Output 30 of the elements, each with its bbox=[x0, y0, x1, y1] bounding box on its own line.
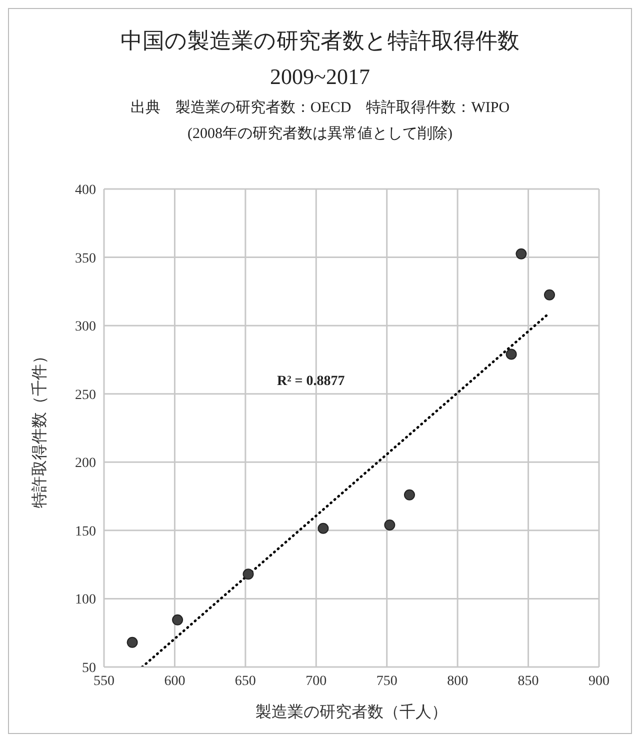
point bbox=[544, 289, 555, 300]
annotation: R² = 0.8877 bbox=[277, 374, 345, 390]
point bbox=[318, 522, 329, 534]
y-tick-label: 100 bbox=[75, 592, 96, 608]
x-tick-label: 750 bbox=[376, 674, 398, 689]
chart-title: 中国の製造業の研究者数と特許取得件数 2009~2017 bbox=[120, 27, 520, 91]
point bbox=[404, 489, 415, 500]
x-axis-title: 製造業の研究者数（千人） bbox=[256, 703, 448, 721]
x-tick-label: 600 bbox=[164, 674, 186, 689]
y-tick-label: 250 bbox=[75, 388, 96, 403]
x-tick-label: 650 bbox=[234, 674, 256, 689]
y-tick-label: 50 bbox=[82, 660, 96, 676]
y-axis-title: 特許取得件数（千件） bbox=[30, 348, 49, 508]
point bbox=[516, 248, 527, 260]
x-tick-label: 850 bbox=[518, 674, 539, 689]
x-tick-label: 900 bbox=[588, 674, 610, 689]
y-tick-label: 200 bbox=[75, 456, 96, 472]
chart-subtitle: 出典 製造業の研究者数：OECD 特許取得件数：WIPO (2008年の研究者数は異常値として削除) bbox=[129, 98, 511, 144]
point bbox=[506, 348, 517, 360]
x-tick-label: 550 bbox=[94, 674, 114, 689]
y-tick-label: 400 bbox=[75, 182, 96, 198]
x-tick-label: 800 bbox=[447, 674, 468, 689]
x-tick-label: 700 bbox=[306, 674, 327, 689]
point bbox=[126, 636, 138, 648]
y-tick-label: 350 bbox=[75, 251, 96, 266]
point bbox=[384, 519, 396, 530]
y-tick-label: 150 bbox=[75, 524, 96, 540]
point bbox=[172, 614, 184, 626]
point bbox=[242, 568, 254, 580]
y-tick-label: 300 bbox=[75, 320, 96, 335]
